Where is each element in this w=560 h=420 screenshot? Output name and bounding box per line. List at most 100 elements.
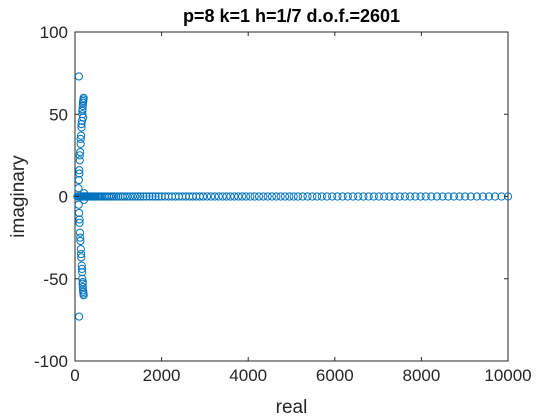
data-point: [400, 192, 410, 201]
data-point: [114, 192, 123, 201]
data-point: [76, 233, 85, 242]
y-tick-label: 50: [49, 105, 68, 124]
data-point: [125, 192, 135, 201]
data-point: [390, 192, 399, 201]
y-tick-label: -100: [34, 352, 68, 371]
data-point: [254, 192, 264, 201]
data-point: [272, 192, 281, 201]
x-tick-label: 2000: [143, 366, 181, 385]
data-point: [75, 166, 84, 175]
data-point: [455, 192, 464, 201]
data-point: [348, 192, 358, 201]
data-point: [444, 192, 453, 201]
y-axis-label: imaginary: [8, 155, 29, 238]
data-point: [328, 192, 337, 201]
data-point: [338, 192, 347, 201]
data-point: [308, 192, 317, 201]
data-point: [293, 192, 303, 201]
data-point: [276, 192, 285, 201]
data-point: [148, 192, 157, 201]
data-point: [76, 134, 85, 144]
data-point: [75, 218, 84, 227]
data-point: [79, 291, 88, 300]
data-point: [199, 192, 208, 201]
data-point: [374, 192, 384, 201]
x-axis-label: real: [276, 397, 308, 418]
data-point: [76, 249, 86, 259]
data-point: [285, 192, 294, 201]
chart-title: p=8 k=1 h=1/7 d.o.f.=2601: [183, 6, 400, 26]
data-point: [250, 192, 259, 201]
data-point: [406, 192, 415, 201]
data-point: [241, 192, 251, 201]
data-point: [128, 192, 137, 201]
data-point: [427, 192, 436, 201]
data-point: [112, 192, 121, 201]
data-point: [322, 192, 332, 201]
data-point: [364, 192, 373, 201]
data-point: [77, 261, 86, 270]
data-point: [76, 236, 85, 246]
data-point: [154, 192, 163, 201]
data-point: [222, 192, 231, 201]
data-point: [75, 156, 84, 165]
y-tick-label: 0: [59, 188, 68, 207]
data-point: [145, 192, 154, 201]
x-tick-label: 10000: [484, 366, 531, 385]
data-point: [478, 192, 487, 201]
x-axis-ticks: 0 2000 4000 6000 8000 10000: [70, 32, 532, 385]
data-point: [78, 106, 87, 116]
data-point: [343, 192, 352, 201]
data-point: [214, 192, 223, 201]
data-point: [74, 184, 83, 193]
data-point: [136, 192, 145, 201]
data-point: [303, 192, 312, 201]
data-point: [77, 264, 87, 273]
data-point: [312, 192, 322, 201]
data-point: [449, 192, 458, 201]
x-tick-label: 4000: [229, 366, 267, 385]
data-point: [226, 192, 235, 201]
x-tick-label: 8000: [402, 366, 440, 385]
data-point: [369, 192, 378, 201]
data-point: [78, 101, 87, 111]
data-point: [416, 192, 425, 201]
data-point: [78, 268, 87, 277]
data-point: [123, 192, 132, 201]
data-point: [151, 192, 160, 201]
data-point: [484, 192, 494, 201]
data-point: [76, 245, 85, 254]
data-point: [298, 192, 307, 201]
data-point: [79, 189, 89, 198]
data-point: [77, 123, 86, 132]
data-point: [76, 139, 85, 148]
data-point: [131, 192, 140, 201]
data-point: [79, 113, 88, 122]
data-point: [461, 192, 470, 201]
data-point: [75, 228, 85, 237]
data-point: [77, 253, 86, 262]
data-point: [79, 93, 88, 102]
data-point: [289, 192, 298, 201]
data-point: [133, 192, 142, 201]
data-point: [280, 192, 290, 201]
data-point: [230, 192, 239, 201]
data-point: [218, 192, 227, 201]
data-point: [78, 282, 87, 292]
data-point: [75, 151, 84, 160]
data-point: [259, 192, 268, 201]
data-point: [438, 192, 447, 201]
data-point: [202, 192, 212, 201]
data-point: [74, 200, 83, 209]
data-point: [142, 192, 151, 201]
data-point: [466, 192, 475, 201]
data-point: [75, 208, 84, 218]
data-point: [75, 312, 84, 321]
data-point: [472, 192, 481, 201]
data-point: [75, 215, 84, 224]
data-point: [333, 192, 342, 201]
data-point: [206, 192, 216, 201]
data-point: [76, 131, 86, 140]
data-point: [359, 192, 368, 201]
data-point: [411, 192, 420, 201]
